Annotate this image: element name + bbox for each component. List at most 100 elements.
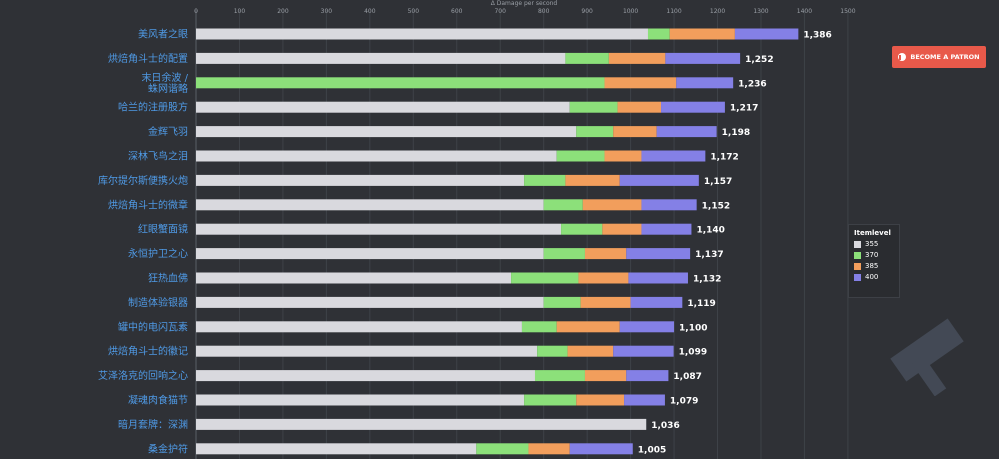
total-label: 1,140 <box>696 226 724 236</box>
bar-segment <box>626 370 669 382</box>
legend-item[interactable]: 385 <box>854 262 894 270</box>
x-tick-label: 700 <box>494 8 506 15</box>
bar-segment <box>576 394 625 406</box>
total-label: 1,157 <box>704 177 732 187</box>
bar-segment <box>556 150 605 162</box>
total-label: 1,036 <box>651 421 679 431</box>
bar-segment <box>196 101 570 113</box>
bar-segment <box>511 272 579 284</box>
total-label: 1,217 <box>730 104 758 114</box>
bar-segment <box>641 199 697 211</box>
bar-segment <box>604 77 677 89</box>
category-label: 美风者之眼 <box>138 28 188 41</box>
bar-segment <box>734 28 799 40</box>
bar-segment <box>584 248 627 260</box>
x-tick-label: 300 <box>321 8 333 15</box>
bar-segment <box>196 418 647 430</box>
legend-swatch <box>854 262 861 270</box>
become-patron-label: BECOME A PATRON <box>910 53 980 61</box>
x-tick-label: 500 <box>408 8 420 15</box>
bar-segment <box>613 126 657 138</box>
bar-segment <box>196 296 544 308</box>
bar-segment <box>641 150 706 162</box>
x-axis-title: Δ Damage per second <box>491 0 558 7</box>
bar-segment <box>582 199 642 211</box>
bar-segment <box>619 321 675 333</box>
category-label: 凝魂肉食猫节 <box>128 394 188 407</box>
legend-item-label: 370 <box>865 251 879 259</box>
bar-segment <box>624 394 665 406</box>
total-label: 1,099 <box>679 348 707 358</box>
bar-segment <box>543 248 585 260</box>
category-label: 库尔提尔斯便携火炮 <box>98 174 188 187</box>
bar-segment <box>641 223 692 235</box>
bar-segment <box>676 77 734 89</box>
x-tick-label: 1300 <box>753 8 768 15</box>
legend-swatch <box>854 240 861 248</box>
category-label: 暗月套牌：深渊 <box>118 418 188 431</box>
bar-segment <box>196 370 535 382</box>
category-label: 金辉飞羽 <box>148 125 188 138</box>
total-label: 1,386 <box>803 31 831 41</box>
bar-segment <box>578 272 629 284</box>
bar-segment <box>556 321 620 333</box>
legend-item[interactable]: 370 <box>854 251 894 259</box>
bars <box>196 28 799 455</box>
category-label: 罐中的电闪瓦素 <box>118 320 188 333</box>
category-label: 哈兰的注册股方 <box>118 101 188 114</box>
bar-segment <box>521 321 557 333</box>
bar-segment <box>626 248 691 260</box>
x-tick-label: 100 <box>234 8 246 15</box>
x-axis-ticks: 0 100 200 300 400 500 600 700 800 900 1000 1100 1200… <box>194 8 856 15</box>
category-label: 制造体验银器 <box>128 296 188 309</box>
bar-segment <box>617 101 662 113</box>
bar-segment <box>528 443 570 455</box>
x-tick-label: 0 <box>194 8 198 15</box>
bar-segment <box>196 199 544 211</box>
category-label: 红眼蟹面镜 <box>138 223 188 236</box>
total-label: 1,172 <box>710 153 738 163</box>
bar-segment <box>196 321 522 333</box>
legend: Itemlevel 355 370 385 400 <box>848 224 900 298</box>
bar-segment <box>543 199 583 211</box>
bar-segment <box>196 223 562 235</box>
category-label: 艾泽洛克的回响之心 <box>98 369 188 382</box>
bar-segment <box>647 28 670 40</box>
category-label: 深林飞鸟之泪 <box>128 150 188 163</box>
x-tick-label: 800 <box>538 8 550 15</box>
category-label: 烘焙角斗士的配置 <box>108 52 188 65</box>
legend-item[interactable]: 355 <box>854 240 894 248</box>
x-tick-label: 200 <box>277 8 289 15</box>
total-label: 1,087 <box>673 372 701 382</box>
bar-segment <box>619 174 699 186</box>
x-tick-label: 1500 <box>840 8 855 15</box>
legend-item[interactable]: 400 <box>854 273 894 281</box>
total-label: 1,236 <box>738 79 766 89</box>
bar-segment <box>604 150 642 162</box>
bar-segment <box>669 28 735 40</box>
total-label: 1,079 <box>670 397 698 407</box>
bar-segment <box>613 345 674 357</box>
category-label: 末日余波 /蛛网谐略 <box>141 71 188 95</box>
bar-segment <box>608 52 666 64</box>
bar-segment <box>524 394 577 406</box>
bar-segment <box>196 345 538 357</box>
legend-title: Itemlevel <box>854 229 891 237</box>
total-label: 1,100 <box>679 323 707 333</box>
bar-segment <box>196 174 525 186</box>
bar-segment <box>565 174 620 186</box>
legend-item-label: 355 <box>865 240 879 248</box>
category-label: 烘焙角斗士的徽记 <box>108 345 188 358</box>
x-tick-label: 1400 <box>797 8 812 15</box>
bar-segment <box>196 28 648 40</box>
bar-segment <box>196 77 605 89</box>
x-tick-label: 1200 <box>710 8 725 15</box>
become-patron-button[interactable]: BECOME A PATRON <box>892 46 986 68</box>
x-tick-label: 400 <box>364 8 376 15</box>
bar-segment <box>628 272 688 284</box>
hammer-watermark-icon <box>890 318 964 396</box>
legend-item-label: 400 <box>865 273 879 281</box>
bar-segment <box>665 52 741 64</box>
patreon-icon <box>898 53 907 61</box>
